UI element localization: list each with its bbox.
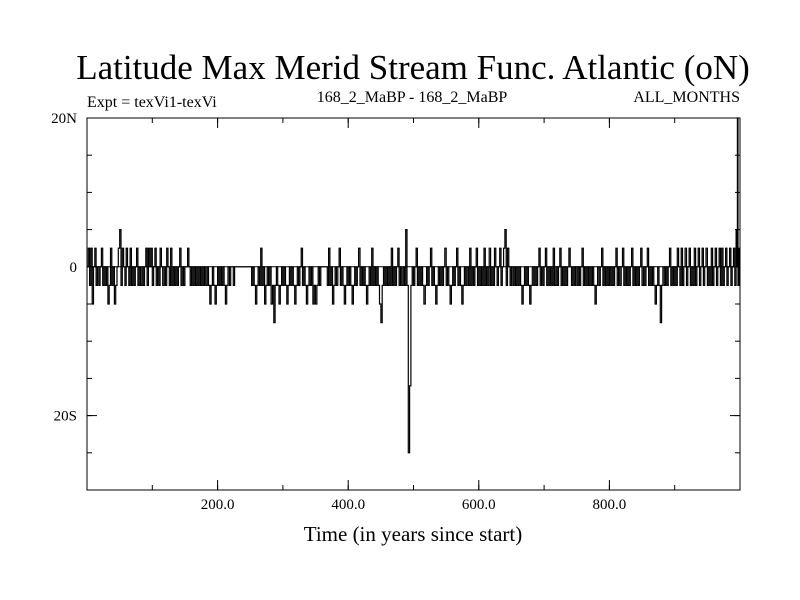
chart-subtitle-left: Expt = texVi1-texVi: [87, 94, 217, 111]
x-tick-label: 400.0: [331, 497, 365, 513]
chart-subtitle-center: 168_2_MaBP - 168_2_MaBP: [317, 89, 508, 106]
x-tick-label: 600.0: [462, 497, 496, 513]
y-tick-label: 0: [70, 260, 78, 276]
x-axis-label: Time (in years since start): [304, 522, 523, 546]
axis-tick-labels: 20N 0 20S 200.0 400.0 600.0 800.0: [51, 111, 626, 513]
x-tick-label: 200.0: [201, 497, 235, 513]
axis-ticks: [87, 117, 740, 491]
series-line: [87, 117, 740, 454]
x-tick-label: 800.0: [593, 497, 627, 513]
plot-frame: [86, 117, 741, 491]
chart-title: Latitude Max Merid Stream Func. Atlantic…: [76, 48, 750, 87]
chart-subtitle-right: ALL_MONTHS: [633, 89, 740, 106]
y-tick-label: 20S: [54, 409, 77, 425]
y-tick-label: 20N: [51, 111, 77, 127]
